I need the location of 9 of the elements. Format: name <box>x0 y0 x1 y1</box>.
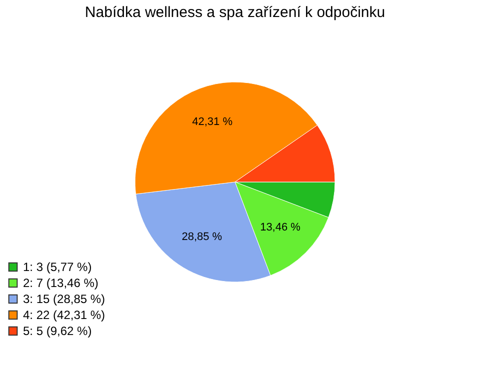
data-label: 28,85 % <box>182 230 222 243</box>
legend-label: 3: 15 (28,85 %) <box>23 292 106 306</box>
chart-title: Nabídka wellness a spa zařízení k odpočinku <box>84 4 386 21</box>
data-label: 13,46 % <box>260 221 301 234</box>
legend-label: 5: 5 (9,62 %) <box>23 324 92 338</box>
legend-label: 4: 22 (42,31 %) <box>23 308 106 322</box>
legend-label: 1: 3 (5,77 %) <box>23 260 92 274</box>
legend-label: 2: 7 (13,46 %) <box>23 276 98 290</box>
data-label: 42,31 % <box>192 116 233 128</box>
